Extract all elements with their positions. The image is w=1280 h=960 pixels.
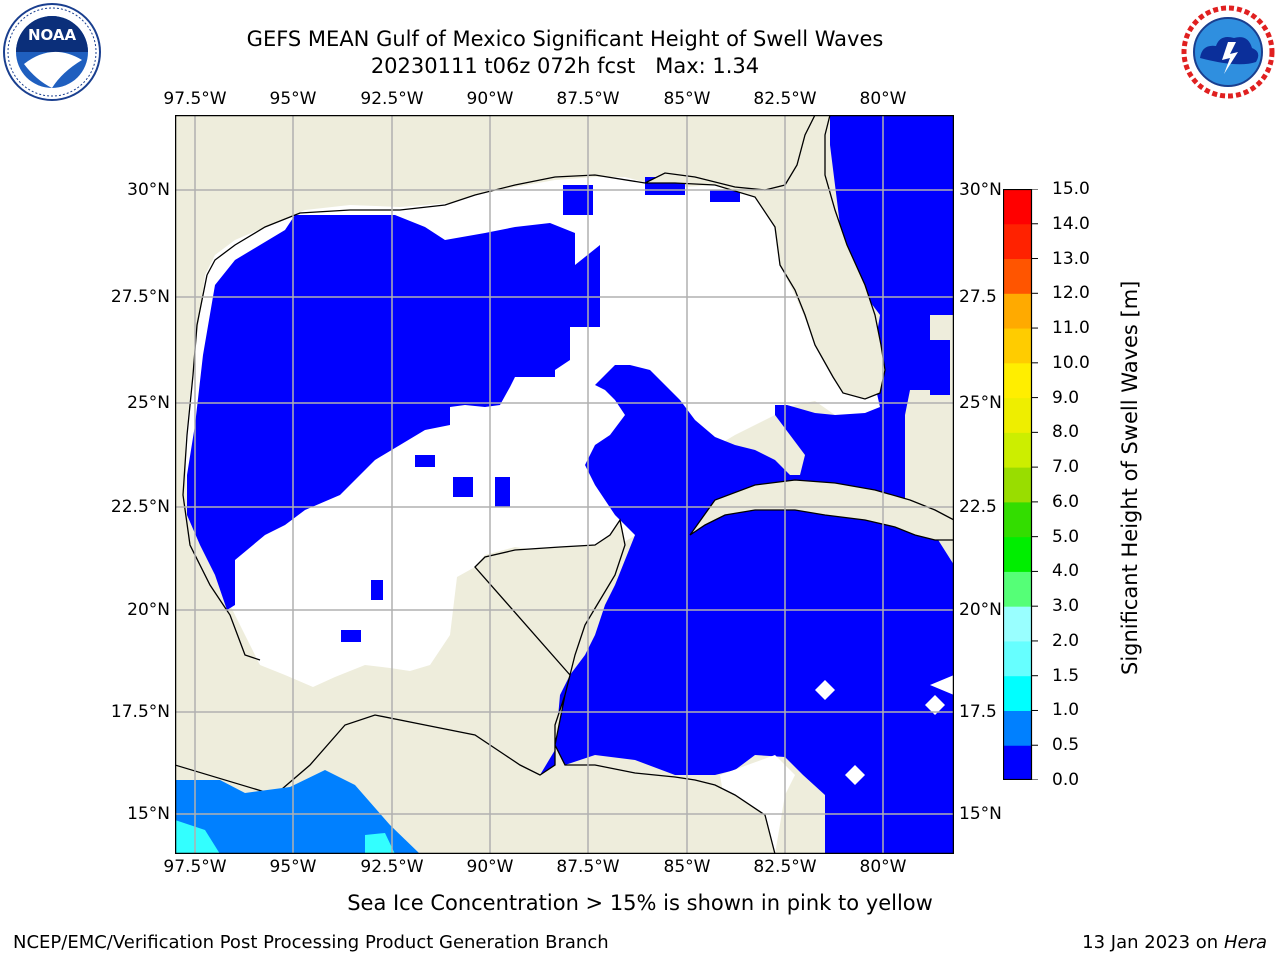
colorbar-segment	[1003, 536, 1032, 572]
colorbar-tick-label: 12.0	[1052, 283, 1090, 304]
map-gridlines	[175, 115, 954, 854]
title-line-2: 20230111 t06z 072h fcst Max: 1.34	[370, 54, 760, 78]
colorbar-segment	[1003, 397, 1032, 433]
colorbar-tick-label: 13.0	[1052, 248, 1090, 269]
colorbar-tick-label: 3.0	[1052, 596, 1080, 617]
swell-patch	[710, 190, 740, 202]
colorbar-tick-label: 7.0	[1052, 457, 1080, 478]
colorbar-tick-label: 10.0	[1052, 352, 1090, 373]
swell-patch	[415, 455, 435, 467]
lat-tick-right: 17.5	[959, 702, 997, 722]
lat-tick-left: 17.5°N	[110, 702, 170, 722]
colorbar-label: Significant Height of Swell Waves [m]	[1118, 280, 1142, 675]
colorbar-segment	[1003, 571, 1032, 607]
colorbar-segment	[1003, 328, 1032, 364]
lat-tick-right: 25°N	[959, 393, 1002, 413]
lon-tick-top: 92.5°W	[360, 89, 424, 109]
lon-tick-bottom: 90°W	[466, 857, 514, 877]
yucatan-land	[175, 518, 954, 854]
colorbar-segment	[1003, 745, 1032, 780]
colorbar-segment	[1003, 362, 1032, 399]
lat-tick-left: 22.5°N	[110, 497, 170, 517]
footer-date: 13 Jan 2023 on Hera	[1082, 932, 1267, 953]
colorbar-segment	[1003, 223, 1032, 260]
colorbar-frame	[1003, 189, 1033, 780]
colorbar-segment	[1003, 432, 1032, 468]
lat-tick-left: 30°N	[127, 180, 170, 200]
pacific-swell-band	[175, 770, 420, 854]
lat-tick-right: 20°N	[959, 600, 1002, 620]
lon-tick-top: 82.5°W	[753, 89, 817, 109]
lon-tick-top: 97.5°W	[163, 89, 227, 109]
caribbean-no-data	[925, 695, 945, 715]
noaa-logo-text: NOAA	[28, 26, 77, 44]
colorbar-tick-label: 0.0	[1052, 770, 1080, 790]
sea-ice-note: Sea Ice Concentration > 15% is shown in …	[347, 891, 933, 915]
lon-tick-top: 85°W	[663, 89, 711, 109]
swell-patch	[453, 477, 473, 497]
nws-logo	[1180, 4, 1276, 100]
lat-tick-right: 15°N	[959, 804, 1002, 824]
lon-tick-bottom: 87.5°W	[556, 857, 620, 877]
colorbar-tick-label: 6.0	[1052, 491, 1080, 512]
lon-tick-top: 80°W	[859, 89, 907, 109]
colorbar-segment	[1003, 189, 1032, 225]
colorbar-tick-label: 2.0	[1052, 630, 1080, 651]
colorbar-segment	[1003, 467, 1032, 503]
colorbar-segment	[1003, 640, 1032, 677]
lon-tick-top: 87.5°W	[556, 89, 620, 109]
cuba-land	[689, 479, 954, 541]
colorbar-segment	[1003, 258, 1032, 294]
lon-tick-bottom: 92.5°W	[360, 857, 424, 877]
colorbar-tick-label: 8.0	[1052, 422, 1080, 443]
lat-tick-left: 20°N	[127, 600, 170, 620]
map-panel	[175, 115, 954, 854]
pacific-swell-band-high	[365, 833, 395, 854]
colorbar-segment	[1003, 501, 1032, 538]
caribbean-no-data	[815, 680, 835, 700]
swell-band-blue-north	[187, 215, 600, 610]
footer-branch: NCEP/EMC/Verification Post Processing Pr…	[13, 932, 609, 953]
lat-tick-right: 27.5	[959, 287, 997, 307]
title-line-1: GEFS MEAN Gulf of Mexico Significant Hei…	[246, 27, 884, 51]
colorbar-tick-label: 4.0	[1052, 561, 1080, 582]
lat-tick-right: 30°N	[959, 180, 1002, 200]
lon-tick-bottom: 80°W	[859, 857, 907, 877]
colorbar-tick-label: 11.0	[1052, 318, 1090, 339]
lon-tick-bottom: 97.5°W	[163, 857, 227, 877]
map-frame	[175, 115, 954, 854]
caribbean-no-data	[720, 755, 795, 854]
lat-tick-left: 27.5°N	[110, 287, 170, 307]
colorbar-tick-label: 9.0	[1052, 387, 1080, 408]
swell-patch	[371, 580, 383, 600]
colorbar-tick-label: 5.0	[1052, 526, 1080, 547]
colorbar-tick-label: 1.0	[1052, 700, 1080, 721]
colorbar-segment	[1003, 675, 1032, 711]
colorbar-segment	[1003, 293, 1032, 329]
lon-tick-bottom: 95°W	[269, 857, 317, 877]
pacific-swell-band-high	[175, 820, 220, 854]
lon-tick-bottom: 82.5°W	[753, 857, 817, 877]
caribbean-no-data	[930, 675, 954, 695]
caribbean-no-data	[845, 765, 865, 785]
lat-tick-left: 25°N	[127, 393, 170, 413]
colorbar-tick-label: 14.0	[1052, 213, 1090, 234]
swell-patch	[495, 477, 510, 507]
lon-tick-bottom: 85°W	[663, 857, 711, 877]
colorbar	[1003, 189, 1038, 780]
colorbar-tick-label: 15.0	[1052, 179, 1090, 199]
colorbar-tick-label: 0.5	[1052, 735, 1080, 756]
colorbar-segment	[1003, 606, 1032, 642]
colorbar-segment	[1003, 710, 1032, 746]
lon-tick-top: 90°W	[466, 89, 514, 109]
lat-tick-right: 22.5	[959, 497, 997, 517]
lon-tick-top: 95°W	[269, 89, 317, 109]
noaa-logo: NOAA	[3, 3, 101, 101]
swell-patch	[341, 630, 361, 642]
colorbar-tick-label: 1.5	[1052, 665, 1080, 686]
lat-tick-left: 15°N	[127, 804, 170, 824]
swell-band-blue-east	[540, 115, 954, 854]
